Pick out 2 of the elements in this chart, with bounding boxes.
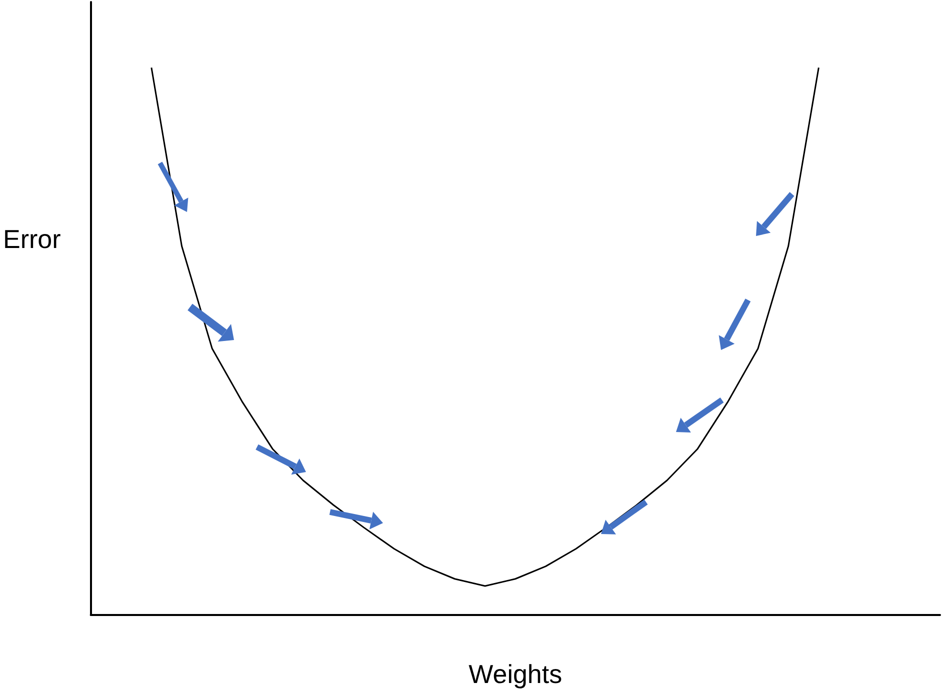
y-axis-title: Error: [2, 224, 62, 254]
x-axis-title: Weights: [468, 659, 562, 689]
